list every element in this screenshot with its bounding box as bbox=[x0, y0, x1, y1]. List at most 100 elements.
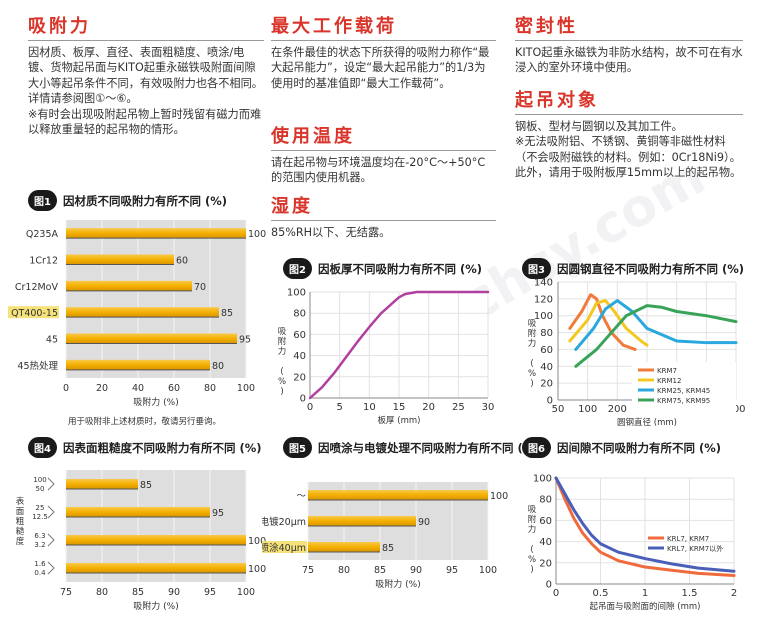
fig6-caption: 图6 因间隙不同吸附力有所不同 (%) bbox=[522, 437, 721, 458]
fig1-xtick: 20 bbox=[96, 383, 108, 394]
fig5-xtick: 85 bbox=[374, 565, 386, 576]
fig4-ylabel: 表 bbox=[16, 496, 25, 507]
fig3-title: 因圆钢直径不同吸附力有所不同 (%) bbox=[556, 261, 745, 276]
fig4-roughness-symbol bbox=[47, 561, 55, 575]
fig2-ytick: 100 bbox=[287, 288, 306, 299]
fig3-caption: 图3 因圆钢直径不同吸附力有所不同 (%) bbox=[522, 258, 744, 279]
fig2-xtick: 5 bbox=[336, 402, 342, 413]
fig6-ytick: 40 bbox=[539, 537, 552, 548]
fig3-ytick: 100 bbox=[534, 311, 553, 322]
fig4-xtick: 95 bbox=[204, 587, 216, 598]
fig4-ylabel: 糙 bbox=[16, 526, 25, 537]
fig3-legend-label: KRM12 bbox=[657, 377, 681, 385]
fig3-xlabel: 圆钢直径 (mm) bbox=[617, 417, 677, 428]
fig4-xlabel: 吸附力 (%) bbox=[133, 600, 178, 612]
fig4-xtick: 85 bbox=[132, 587, 144, 598]
fig1-bar-value: 80 bbox=[212, 361, 224, 372]
fig2-ylabel: ( bbox=[280, 367, 283, 377]
fig1-bar-value: 70 bbox=[194, 282, 206, 293]
fig1-bar bbox=[66, 359, 210, 370]
fig6-ytick: 20 bbox=[539, 558, 552, 569]
section-seal: 密封性 KITO起重永磁铁为非防水结构，故不可在有水浸入的室外环境中使用。 bbox=[515, 12, 743, 76]
fig1-xlabel: 吸附力 (%) bbox=[133, 396, 178, 408]
fig1-bar bbox=[66, 280, 192, 291]
section-temp: 使用温度 请在起吊物与环境温度均在-20°C～+50°C的范围内使用机器。 bbox=[271, 122, 496, 186]
fig4-ylabel: 粗 bbox=[16, 516, 25, 527]
fig3-ytick: 80 bbox=[540, 328, 553, 339]
fig3-ytick: 120 bbox=[534, 294, 553, 305]
objects-title: 起吊对象 bbox=[515, 86, 743, 115]
fig4-bar bbox=[66, 535, 246, 545]
fig5-title: 因喷涂与电镀处理不同吸附力有所不同 (%) bbox=[317, 440, 540, 455]
fig6-xtick: 1 bbox=[642, 588, 648, 599]
fig4-xtick: 100 bbox=[237, 587, 255, 598]
fig6-ylabel: % bbox=[528, 555, 536, 565]
fig6-ylabel: ( bbox=[530, 545, 533, 555]
fig3-badge: 图3 bbox=[522, 258, 551, 279]
fig4-roughness-symbol bbox=[47, 505, 55, 519]
fig1-xtick: 80 bbox=[204, 383, 216, 394]
fig5-xtick: 80 bbox=[338, 565, 350, 576]
fig2-ytick: 80 bbox=[293, 309, 306, 320]
fig2-ylabel: % bbox=[278, 377, 286, 387]
fig2-chart: 0 5 10 15 20 25 30 0 20 40 60 80 100 板厚 (mm) 吸附力 (%) bbox=[278, 288, 495, 427]
fig4-bar bbox=[66, 479, 138, 489]
objects-body: 钢板、型材与圆钢以及其加工件。 bbox=[515, 120, 683, 133]
fig3-ylabel: 吸 bbox=[528, 319, 537, 329]
fig3-xtick: 100 bbox=[578, 404, 597, 415]
fig5-bar bbox=[308, 542, 380, 552]
fig5-bar bbox=[308, 490, 488, 500]
fig5-xtick: 100 bbox=[479, 565, 497, 576]
fig2-xtick: 15 bbox=[393, 402, 406, 413]
fig6-legend-label: KRL7, KRM7以外 bbox=[667, 544, 723, 553]
fig1-xtick: 0 bbox=[63, 383, 69, 394]
fig3-series-line-3 bbox=[574, 304, 738, 368]
fig3-ylabel: 力 bbox=[528, 338, 537, 349]
fig2-xtick: 30 bbox=[482, 402, 495, 413]
fig6-xtick: 2 bbox=[731, 588, 737, 599]
fig1-bar bbox=[66, 307, 219, 318]
objects-note: ※无法吸附铝、不锈钢、黄铜等非磁性材料（不会吸附磁铁的材料。例如：0Cr18Ni… bbox=[515, 135, 742, 180]
fig4-bar bbox=[66, 563, 246, 573]
fig6-ylabel: 力 bbox=[528, 524, 537, 535]
fig1-bar bbox=[66, 254, 174, 265]
temp-body: 请在起吊物与环境温度均在-20°C～+50°C的范围内使用机器。 bbox=[271, 156, 486, 185]
fig2-xtick: 20 bbox=[422, 402, 435, 413]
fig4-roughness-bottom: 3.2 bbox=[34, 541, 45, 549]
fig5-label-highlight bbox=[262, 541, 307, 553]
fig5-bar-value: 90 bbox=[418, 517, 430, 528]
section-adsorption: 吸附力 因材质、板厚、直径、表面粗糙度、喷涂/电镀、货物起吊面与KITO起重永磁… bbox=[28, 12, 264, 137]
fig4-bar-value: 85 bbox=[140, 480, 152, 491]
fig2-ylabel: ) bbox=[280, 387, 283, 397]
fig2-series-line-0 bbox=[308, 290, 490, 400]
fig2-ytick: 0 bbox=[300, 394, 306, 405]
adsorption-title: 吸附力 bbox=[28, 12, 264, 41]
fig1-category-label: Q235A bbox=[26, 229, 59, 240]
section-humidity: 湿度 85%RH以下、无结露。 bbox=[271, 192, 496, 240]
fig2-badge: 图2 bbox=[283, 258, 312, 279]
fig5-bar-value: 85 bbox=[382, 543, 394, 554]
fig1-xtick: 40 bbox=[132, 383, 144, 394]
fig5-bar bbox=[308, 516, 416, 526]
fig4-title: 因表面粗糙度不同吸附力有所不同 (%) bbox=[62, 440, 262, 455]
fig5-xlabel: 吸附力 (%) bbox=[375, 578, 420, 590]
fig5-xtick: 75 bbox=[302, 565, 314, 576]
fig1-category-label: QT400-15 bbox=[11, 308, 58, 319]
fig3-chart: 50100200300400500600020406080100120140KR… bbox=[528, 278, 746, 428]
seal-body: KITO起重永磁铁为非防水结构，故不可在有水浸入的室外环境中使用。 bbox=[515, 46, 743, 75]
fig4-roughness-bottom: 50 bbox=[36, 485, 45, 493]
fig1-bar-value: 85 bbox=[221, 308, 233, 319]
fig4-roughness-symbol bbox=[47, 477, 55, 491]
fig1-title: 因材质不同吸附力有所不同 (%) bbox=[62, 193, 228, 208]
fig4-ylabel: 度 bbox=[16, 536, 25, 547]
fig5-category-label: 电镀20μm bbox=[262, 516, 306, 528]
fig4-roughness-symbol bbox=[47, 533, 55, 547]
fig2-ylabel: 力 bbox=[278, 346, 287, 357]
fig1-caption: 图1 因材质不同吸附力有所不同 (%) bbox=[28, 190, 227, 211]
fig5-xtick: 90 bbox=[410, 565, 422, 576]
fig6-ylabel: ) bbox=[530, 565, 533, 575]
fig6-xtick: 1.5 bbox=[682, 588, 698, 599]
fig4-xtick: 90 bbox=[168, 587, 180, 598]
fig4-roughness-top: 25 bbox=[36, 504, 45, 512]
